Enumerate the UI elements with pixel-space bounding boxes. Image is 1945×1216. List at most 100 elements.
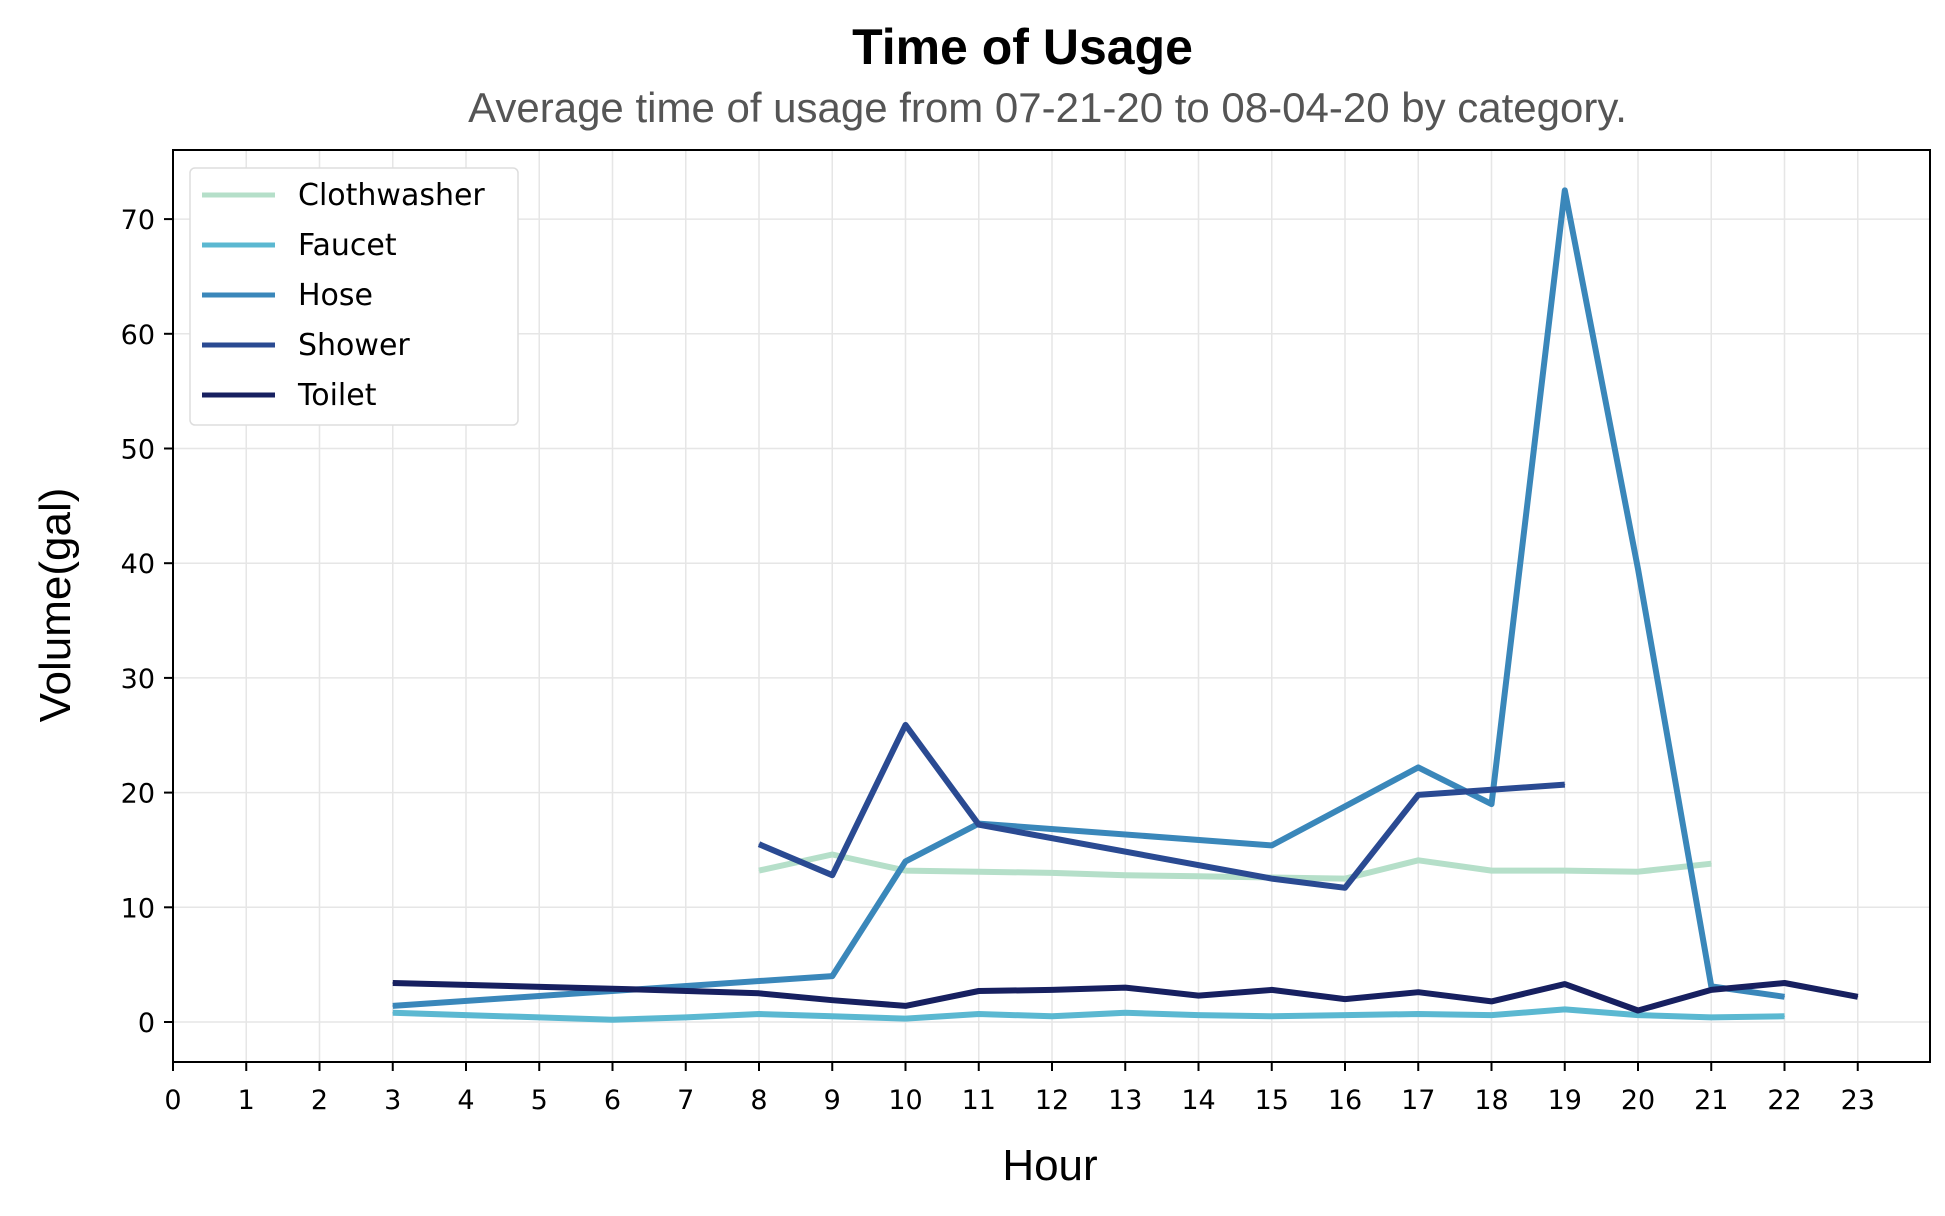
data-point-hose: [1784, 996, 1785, 998]
data-point-clothwasher: [758, 870, 760, 872]
data-point-toilet: [1344, 998, 1346, 1000]
data-point-hose: [1271, 844, 1273, 846]
data-point-faucet: [831, 1015, 833, 1017]
y-tick-label: 70: [121, 205, 155, 236]
data-point-faucet: [392, 1012, 394, 1014]
series-line-toilet: [392, 980, 1859, 1014]
x-tick-label: 13: [1108, 1085, 1142, 1116]
data-point-faucet: [538, 1016, 540, 1018]
data-point-hose: [1710, 985, 1712, 987]
data-point-faucet: [612, 1019, 613, 1021]
x-tick-label: 20: [1621, 1085, 1655, 1116]
data-point-hose: [831, 975, 833, 977]
data-point-shower: [978, 824, 980, 826]
y-tick-label: 30: [121, 664, 155, 695]
data-point-faucet: [1564, 1008, 1566, 1010]
grid: [172, 150, 1930, 1062]
data-point-clothwasher: [1637, 871, 1639, 873]
series-line-clothwasher: [758, 851, 1712, 882]
x-tick-label: 18: [1474, 1085, 1508, 1116]
x-tick-label: 19: [1548, 1085, 1582, 1116]
data-point-toilet: [1124, 987, 1126, 989]
data-point-clothwasher: [831, 854, 833, 856]
data-point-toilet: [1491, 1000, 1492, 1002]
data-point-shower: [1564, 784, 1566, 786]
x-tick-label: 11: [962, 1085, 996, 1116]
data-point-faucet: [1637, 1014, 1639, 1016]
series-line-shower: [757, 721, 1566, 891]
data-point-toilet: [392, 982, 394, 984]
data-point-faucet: [1417, 1013, 1419, 1015]
data-point-toilet: [831, 999, 833, 1001]
x-tick-label: 7: [677, 1085, 694, 1116]
data-point-toilet: [1271, 989, 1273, 991]
data-point-faucet: [1124, 1012, 1126, 1014]
y-tick-label: 50: [121, 435, 155, 466]
data-point-shower: [758, 843, 760, 845]
data-point-toilet: [1417, 991, 1419, 993]
chart-subtitle: Average time of usage from 07-21-20 to 0…: [468, 84, 1627, 131]
data-point-hose: [905, 860, 906, 862]
data-point-toilet: [612, 988, 613, 990]
data-point-faucet: [978, 1013, 980, 1015]
data-point-clothwasher: [1710, 863, 1712, 865]
data-point-toilet: [758, 992, 760, 994]
data-point-hose: [1637, 568, 1639, 570]
data-point-faucet: [1710, 1016, 1712, 1018]
x-tick-label: 22: [1767, 1085, 1801, 1116]
y-tick-label: 20: [121, 779, 155, 810]
data-point-clothwasher: [1124, 874, 1126, 876]
x-tick-label: 12: [1035, 1085, 1069, 1116]
y-axis: 0 10 20 30 40 50 60 70: [121, 205, 173, 1039]
x-tick-label: 21: [1694, 1085, 1728, 1116]
series-line-faucet: [392, 1006, 1785, 1023]
data-point-shower: [905, 724, 906, 726]
data-point-clothwasher: [1491, 870, 1492, 872]
x-tick-label: 15: [1255, 1085, 1289, 1116]
data-point-faucet: [465, 1014, 467, 1016]
data-point-faucet: [685, 1016, 687, 1018]
legend-label: Toilet: [297, 378, 377, 413]
y-tick-label: 60: [121, 320, 155, 351]
y-tick-label: 0: [138, 1008, 155, 1039]
data-point-clothwasher: [1198, 875, 1199, 877]
data-point-faucet: [758, 1013, 760, 1015]
series-line-hose: [392, 187, 1785, 1009]
data-point-shower: [1344, 887, 1346, 889]
data-point-faucet: [1051, 1015, 1053, 1017]
x-axis: 0 1 2 3 4 5 6 7 8 9 10 11 12 13 14 15 16 17 18 19 20 21 22 23: [164, 1062, 1875, 1116]
data-point-shower: [1417, 794, 1419, 796]
data-point-clothwasher: [1344, 878, 1346, 880]
y-axis-label: Volume(gal): [31, 488, 80, 723]
data-point-clothwasher: [1564, 870, 1566, 872]
x-tick-label: 16: [1328, 1085, 1362, 1116]
data-point-shower: [1271, 878, 1273, 880]
data-point-faucet: [905, 1018, 906, 1020]
x-tick-label: 14: [1181, 1085, 1215, 1116]
x-tick-label: 3: [384, 1085, 401, 1116]
legend-label: Faucet: [298, 228, 397, 263]
y-tick-label: 40: [121, 549, 155, 580]
series-lines: [392, 187, 1859, 1023]
data-point-faucet: [1491, 1014, 1492, 1016]
data-point-faucet: [1344, 1014, 1346, 1016]
x-tick-label: 8: [750, 1085, 767, 1116]
data-point-shower: [831, 874, 833, 876]
data-point-faucet: [1271, 1015, 1273, 1017]
legend-label: Clothwasher: [298, 178, 485, 213]
legend-box: [189, 167, 519, 426]
x-tick-label: 9: [824, 1085, 841, 1116]
data-point-clothwasher: [1417, 859, 1419, 861]
chart-title: Time of Usage: [852, 19, 1193, 75]
data-point-hose: [1491, 803, 1492, 805]
data-point-toilet: [905, 1005, 906, 1007]
data-point-toilet: [1857, 996, 1859, 998]
data-point-hose: [392, 1005, 394, 1007]
x-tick-label: 17: [1401, 1085, 1435, 1116]
x-axis-label: Hour: [1002, 1141, 1097, 1190]
x-tick-label: 10: [888, 1085, 922, 1116]
data-point-faucet: [1198, 1014, 1199, 1016]
x-tick-label: 1: [238, 1085, 255, 1116]
data-point-toilet: [1198, 995, 1199, 997]
